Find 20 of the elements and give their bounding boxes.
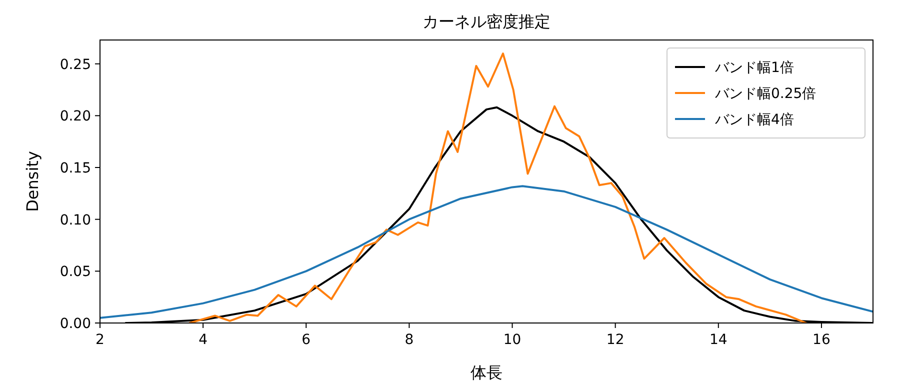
y-tick-label: 0.15	[60, 160, 91, 177]
x-tick-label: 2	[96, 332, 104, 348]
y-tick-label: 0.05	[60, 264, 91, 280]
y-tick-label: 0.20	[60, 108, 91, 125]
legend-label: バンド幅1倍	[714, 60, 794, 76]
y-axis-title: Density	[23, 151, 42, 212]
y-tick-label: 0.10	[60, 212, 91, 228]
x-tick-label: 14	[709, 332, 728, 348]
legend-label: バンド幅0.25倍	[714, 86, 816, 102]
legend-label: バンド幅4倍	[714, 112, 794, 128]
x-tick-label: 10	[503, 332, 522, 348]
x-axis-title: 体長	[470, 363, 502, 382]
y-tick-label: 0.00	[60, 316, 91, 332]
y-tick-label: 0.25	[60, 56, 91, 73]
x-tick-label: 16	[812, 332, 830, 348]
x-tick-label: 8	[404, 332, 414, 348]
x-tick-label: 12	[606, 332, 624, 348]
chart-title: カーネル密度推定	[422, 12, 550, 31]
x-tick-label: 6	[302, 332, 311, 348]
x-tick-label: 4	[198, 332, 208, 348]
